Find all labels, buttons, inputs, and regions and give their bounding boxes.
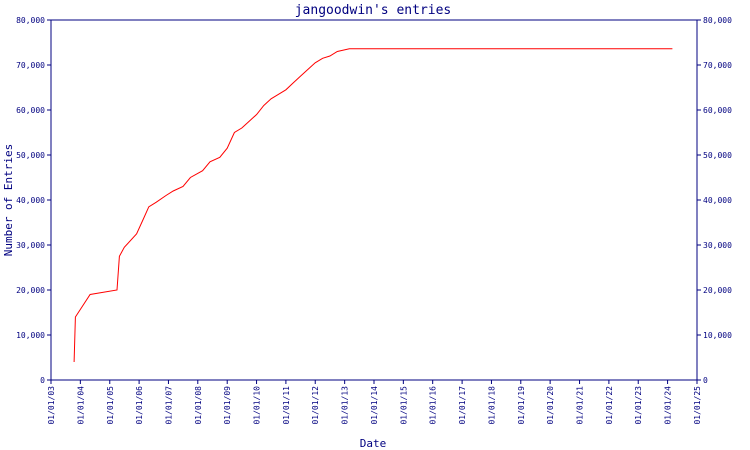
x-tick-label: 01/01/10 bbox=[253, 386, 262, 425]
x-tick-label: 01/01/08 bbox=[194, 386, 203, 425]
x-tick-label: 01/01/12 bbox=[311, 386, 320, 425]
series-layer bbox=[73, 48, 673, 363]
y-tick-label-right: 10,000 bbox=[703, 331, 732, 340]
chart-title: jangoodwin's entries bbox=[295, 3, 452, 18]
x-tick-label: 01/01/06 bbox=[135, 386, 144, 425]
x-tick-label: 01/01/15 bbox=[399, 386, 408, 425]
y-tick-label-left: 0 bbox=[40, 376, 45, 385]
x-tick-label: 01/01/25 bbox=[693, 386, 702, 425]
x-tick-label: 01/01/19 bbox=[517, 386, 526, 425]
y-tick-label-right: 70,000 bbox=[703, 61, 732, 70]
x-tick-label: 01/01/11 bbox=[282, 386, 291, 425]
x-tick-label: 01/01/18 bbox=[487, 386, 496, 425]
y-tick-label-right: 30,000 bbox=[703, 241, 732, 250]
x-axis-title: Date bbox=[360, 437, 387, 450]
y-axis-left: 0 10,000 20,000 30,000 40,000 50,000 60,000 70,… bbox=[16, 16, 51, 385]
y-tick-label-left: 70,000 bbox=[16, 61, 45, 70]
y-tick-label-right: 60,000 bbox=[703, 106, 732, 115]
x-tick-label: 01/01/16 bbox=[429, 386, 438, 425]
y-tick-label-right: 0 bbox=[703, 376, 708, 385]
x-tick-label: 01/01/21 bbox=[576, 386, 585, 425]
x-tick-label: 01/01/14 bbox=[370, 386, 379, 425]
x-tick-label: 01/01/22 bbox=[605, 386, 614, 425]
y-tick-label-left: 60,000 bbox=[16, 106, 45, 115]
plot-frame bbox=[50, 19, 698, 381]
y-axis-right: 0 10,000 20,000 30,000 40,000 50,000 60,000 70,… bbox=[697, 16, 732, 385]
x-tick-label: 01/01/07 bbox=[164, 386, 173, 425]
y-tick-label-left: 10,000 bbox=[16, 331, 45, 340]
y-tick-label-left: 30,000 bbox=[16, 241, 45, 250]
plot-border bbox=[50, 19, 698, 381]
x-tick-label: 01/01/04 bbox=[76, 386, 85, 425]
x-tick-label: 01/01/03 bbox=[47, 386, 56, 425]
x-tick-label: 01/01/23 bbox=[634, 386, 643, 425]
y-tick-label-right: 40,000 bbox=[703, 196, 732, 205]
y-axis-title: Number of Entries bbox=[2, 144, 15, 257]
y-tick-label-right: 50,000 bbox=[703, 151, 732, 160]
x-tick-label: 01/01/05 bbox=[106, 386, 115, 425]
y-tick-label-right: 20,000 bbox=[703, 286, 732, 295]
y-tick-label-left: 40,000 bbox=[16, 196, 45, 205]
y-tick-label-left: 20,000 bbox=[16, 286, 45, 295]
x-tick-label: 01/01/13 bbox=[341, 386, 350, 425]
y-tick-label-left: 80,000 bbox=[16, 16, 45, 25]
x-tick-label: 01/01/17 bbox=[458, 386, 467, 425]
x-tick-label: 01/01/24 bbox=[664, 386, 673, 425]
x-tick-label: 01/01/20 bbox=[546, 386, 555, 425]
y-tick-label-right: 80,000 bbox=[703, 16, 732, 25]
x-axis: 01/01/03 01/01/04 01/01/05 01/01/06 01/01/07… bbox=[47, 380, 702, 425]
y-tick-label-left: 50,000 bbox=[16, 151, 45, 160]
x-tick-label: 01/01/09 bbox=[223, 386, 232, 425]
series-line bbox=[73, 48, 673, 363]
